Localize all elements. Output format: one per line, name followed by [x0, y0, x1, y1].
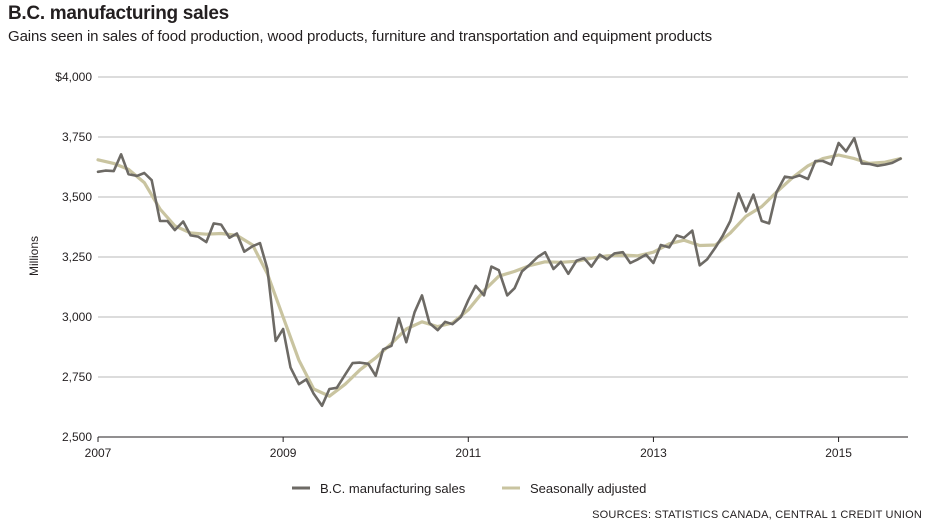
chart-subtitle: Gains seen in sales of food production, …	[8, 28, 713, 45]
x-tick-label: 2015	[825, 446, 852, 460]
y-tick-label: $4,000	[55, 70, 92, 84]
gridlines	[98, 76, 908, 378]
legend-label-manufacturing-sales: B.C. manufacturing sales	[320, 481, 466, 496]
legend: B.C. manufacturing sales Seasonally adju…	[292, 481, 646, 496]
legend-label-seasonally-adjusted: Seasonally adjusted	[530, 481, 646, 496]
x-tick-label: 2007	[85, 446, 112, 460]
y-tick-label: 2,750	[62, 370, 92, 384]
y-tick-label: 2,500	[62, 430, 92, 444]
y-tick-label: 3,750	[62, 130, 92, 144]
x-tick-label: 2011	[455, 446, 481, 460]
x-tick-label: 2009	[270, 446, 297, 460]
y-tick-label: 3,250	[62, 250, 92, 264]
y-axis-tick-labels: $4,000 3,750 3,500 3,250 3,000 2,750 2,500	[55, 70, 92, 444]
series-line-manufacturing-sales	[96, 136, 902, 408]
x-axis-tick-labels: 2007 2009 2011 2013 2015	[85, 437, 852, 460]
y-tick-label: 3,000	[62, 310, 92, 324]
chart-title: B.C. manufacturing sales	[8, 3, 229, 24]
y-tick-label: 3,500	[62, 190, 92, 204]
source-note: SOURCES: STATISTICS CANADA, CENTRAL 1 CR…	[592, 509, 922, 521]
series-line-seasonally-adjusted	[96, 153, 903, 398]
series-lines	[96, 136, 903, 408]
x-tick-label: 2013	[640, 446, 667, 460]
y-axis-label: Millions	[27, 236, 41, 276]
